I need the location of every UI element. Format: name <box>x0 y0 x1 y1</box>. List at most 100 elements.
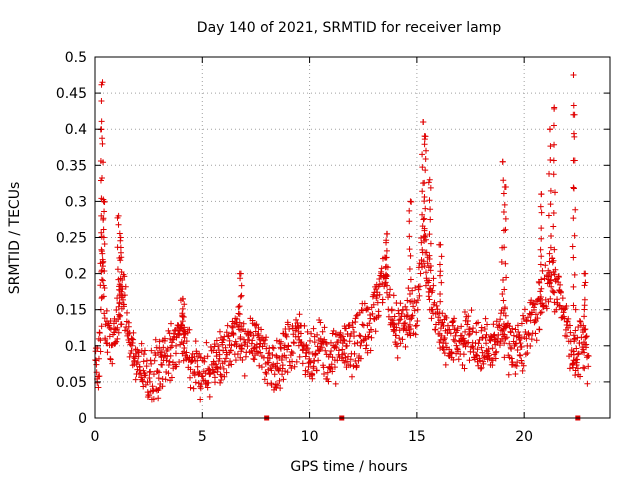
data-point <box>101 310 108 317</box>
data-point <box>98 276 105 283</box>
data-point <box>533 337 540 344</box>
data-point <box>235 323 242 330</box>
data-point <box>437 337 444 344</box>
data-point <box>570 302 577 309</box>
data-point <box>101 208 108 215</box>
x-axis-title: GPS time / hours <box>290 459 407 475</box>
data-point <box>496 322 503 329</box>
data-point <box>140 351 147 358</box>
data-point <box>550 257 557 264</box>
data-point <box>280 376 287 383</box>
data-point <box>115 212 122 219</box>
data-point <box>506 340 513 347</box>
data-point <box>130 329 137 336</box>
data-point <box>187 366 194 373</box>
data-point <box>156 338 163 345</box>
data-point <box>473 329 480 336</box>
data-point <box>447 330 454 337</box>
data-point <box>383 282 390 289</box>
data-point <box>478 324 485 331</box>
data-point <box>585 363 592 370</box>
data-point <box>190 385 197 392</box>
data-point <box>502 335 509 342</box>
data-point <box>462 343 469 350</box>
data-point <box>490 321 497 328</box>
data-point <box>343 342 350 349</box>
data-point <box>143 363 150 370</box>
data-point <box>236 303 243 310</box>
data-point <box>442 340 449 347</box>
data-point <box>183 349 190 356</box>
data-point <box>204 353 211 360</box>
data-point <box>155 375 162 382</box>
data-point <box>283 333 290 340</box>
data-point <box>252 344 259 351</box>
data-point <box>263 334 270 341</box>
data-point <box>217 379 224 386</box>
data-point <box>160 344 167 351</box>
data-point <box>98 268 105 275</box>
data-point <box>159 383 166 390</box>
data-point <box>293 358 300 365</box>
data-point <box>580 364 587 371</box>
data-point <box>427 216 434 223</box>
data-point <box>396 327 403 334</box>
data-point <box>500 310 507 317</box>
data-point <box>340 333 347 340</box>
data-point <box>237 293 244 300</box>
data-point <box>117 257 124 264</box>
data-point <box>566 322 573 329</box>
data-point <box>419 151 426 158</box>
data-point <box>518 357 525 364</box>
data-point <box>570 102 577 109</box>
data-point <box>343 325 350 332</box>
data-point <box>477 357 484 364</box>
data-point <box>416 292 423 299</box>
data-point <box>329 368 336 375</box>
data-point <box>118 294 125 301</box>
data-point <box>328 348 335 355</box>
data-point <box>530 304 537 311</box>
data-point <box>224 333 231 340</box>
data-point <box>422 205 429 212</box>
data-point <box>474 358 481 365</box>
data-point <box>499 158 506 165</box>
data-point <box>583 333 590 340</box>
data-point <box>522 351 529 358</box>
data-point <box>550 122 557 129</box>
data-point <box>96 330 103 337</box>
data-point <box>180 348 187 355</box>
data-point <box>375 312 382 319</box>
data-point <box>396 317 403 324</box>
data-point <box>419 164 426 171</box>
data-point <box>441 334 448 341</box>
data-point <box>334 357 341 364</box>
data-point <box>297 330 304 337</box>
data-point <box>115 329 122 336</box>
data-point <box>98 212 105 219</box>
data-point <box>571 271 578 278</box>
data-point <box>490 332 497 339</box>
data-point <box>485 346 492 353</box>
data-point <box>258 326 265 333</box>
data-point <box>359 307 366 314</box>
data-point <box>227 358 234 365</box>
data-point <box>370 301 377 308</box>
data-point <box>461 308 468 315</box>
data-point <box>479 349 486 356</box>
data-point <box>305 349 312 356</box>
data-point <box>477 365 484 372</box>
data-point <box>581 326 588 333</box>
data-point <box>354 339 361 346</box>
data-point <box>572 327 579 334</box>
data-point <box>274 382 281 389</box>
data-point <box>300 346 307 353</box>
data-point <box>239 356 246 363</box>
data-point <box>207 344 214 351</box>
data-point <box>523 335 530 342</box>
data-point <box>547 201 554 208</box>
data-point <box>241 372 248 379</box>
data-point <box>117 249 124 256</box>
data-point <box>563 303 570 310</box>
data-point <box>164 345 171 352</box>
